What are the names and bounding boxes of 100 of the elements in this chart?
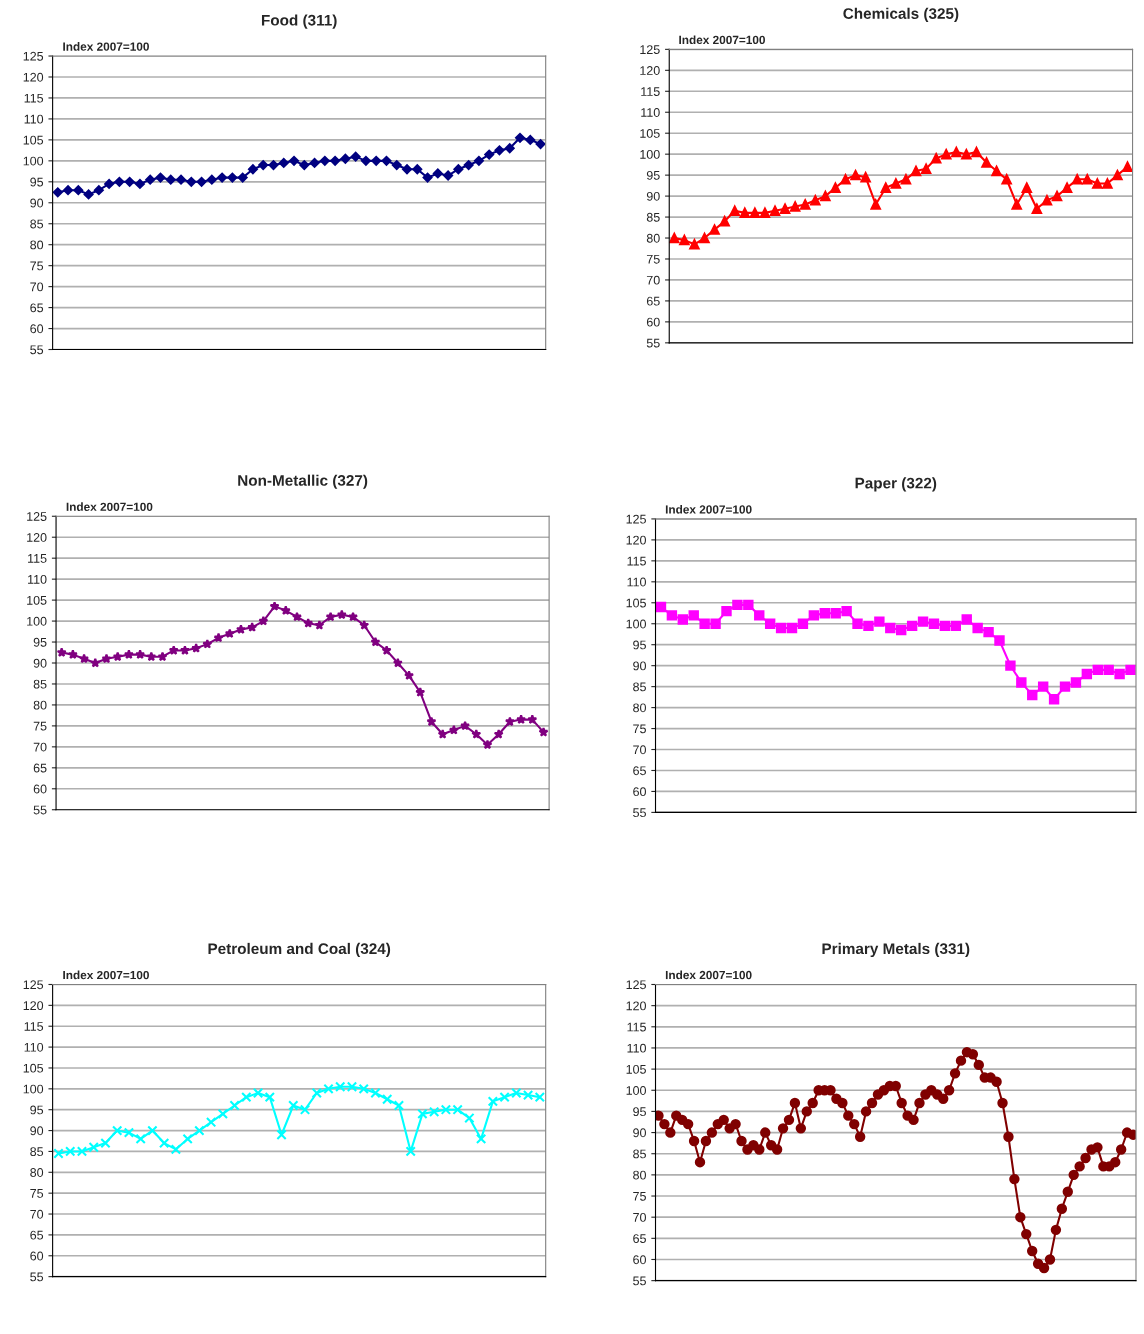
point	[841, 605, 852, 617]
point	[146, 651, 157, 662]
point	[460, 720, 471, 731]
y-tick-label: 60	[633, 787, 646, 797]
point	[515, 132, 525, 143]
y-tick-label: 65	[633, 1234, 646, 1243]
point	[928, 618, 940, 629]
y-tick-label: 105	[640, 129, 660, 138]
point	[516, 714, 527, 725]
point	[1021, 182, 1033, 193]
y-tick-label: 100	[626, 1086, 646, 1095]
point	[135, 649, 146, 660]
point	[402, 164, 412, 175]
y-tick-label: 125	[626, 980, 646, 990]
point	[1005, 660, 1016, 671]
point	[797, 618, 809, 629]
y-tick-label: 75	[633, 1191, 646, 1201]
point	[743, 599, 754, 611]
point	[134, 178, 145, 189]
point	[258, 160, 269, 170]
point	[391, 160, 402, 170]
point	[93, 185, 104, 196]
point	[789, 201, 801, 212]
y-tick-label: 125	[27, 512, 47, 521]
point	[114, 176, 125, 187]
point	[224, 628, 235, 639]
point	[677, 614, 689, 625]
point	[269, 601, 280, 611]
y-tick-label: 85	[33, 679, 47, 689]
point	[983, 626, 994, 638]
point	[309, 157, 320, 168]
point	[314, 620, 325, 630]
point	[493, 729, 504, 739]
y-tick-label: 55	[30, 1272, 44, 1282]
y-tick-label: 70	[633, 1212, 646, 1222]
point	[463, 160, 474, 170]
point	[721, 605, 732, 617]
point	[890, 178, 902, 189]
point	[112, 651, 123, 662]
y-tick-label: 60	[33, 784, 47, 794]
point	[699, 618, 710, 629]
point	[830, 182, 841, 193]
point	[961, 148, 972, 160]
y-tick-label: 80	[30, 240, 44, 250]
y-tick-label: 120	[626, 535, 646, 545]
y-tick-label: 75	[646, 254, 660, 264]
point	[170, 1144, 182, 1155]
point	[1037, 681, 1049, 692]
point	[123, 649, 134, 660]
point	[808, 610, 820, 621]
point	[870, 199, 881, 210]
y-tick-label: 125	[626, 514, 646, 524]
point	[288, 1100, 299, 1111]
point	[1092, 178, 1103, 189]
y-tick-label: 120	[23, 72, 44, 82]
y-tick-label: 65	[633, 766, 646, 776]
point	[991, 165, 1002, 177]
point	[1114, 668, 1125, 680]
point	[896, 624, 907, 636]
text: Index 2007=100	[63, 970, 149, 980]
y-tick-label: 120	[626, 1001, 646, 1011]
point	[972, 622, 983, 634]
point	[191, 643, 202, 653]
point	[289, 155, 299, 166]
point	[749, 207, 761, 219]
point	[930, 153, 942, 164]
y-tick-label: 125	[23, 980, 44, 990]
point	[800, 199, 811, 210]
point	[951, 146, 962, 158]
y-tick-label: 70	[33, 742, 47, 752]
point	[252, 1087, 264, 1099]
point	[382, 1094, 393, 1105]
point	[1070, 677, 1082, 688]
point	[280, 605, 291, 615]
y-tick-label: 100	[626, 619, 646, 629]
point	[494, 145, 505, 156]
y-tick-label: 70	[633, 745, 646, 755]
point	[147, 1125, 158, 1136]
y-tick-label: 115	[24, 1022, 44, 1031]
point	[880, 182, 891, 193]
y-tick-label: 90	[633, 661, 646, 671]
point	[370, 1087, 381, 1099]
y-tick-label: 55	[633, 808, 646, 818]
point	[202, 638, 213, 649]
y-tick-label: 110	[24, 114, 44, 124]
point	[359, 620, 370, 630]
point	[779, 203, 791, 214]
y-tick-label: 115	[24, 93, 44, 103]
point	[135, 1133, 146, 1145]
y-tick-label: 80	[30, 1168, 44, 1177]
y-tick-label: 80	[633, 703, 646, 713]
point	[475, 1133, 487, 1145]
y-tick-label: 85	[30, 1147, 44, 1157]
y-tick-label: 120	[640, 66, 660, 75]
point	[1092, 664, 1103, 676]
point	[453, 164, 464, 175]
point	[299, 160, 310, 170]
y-tick-label: 80	[646, 233, 660, 243]
point	[1001, 174, 1012, 185]
point	[1112, 169, 1123, 181]
